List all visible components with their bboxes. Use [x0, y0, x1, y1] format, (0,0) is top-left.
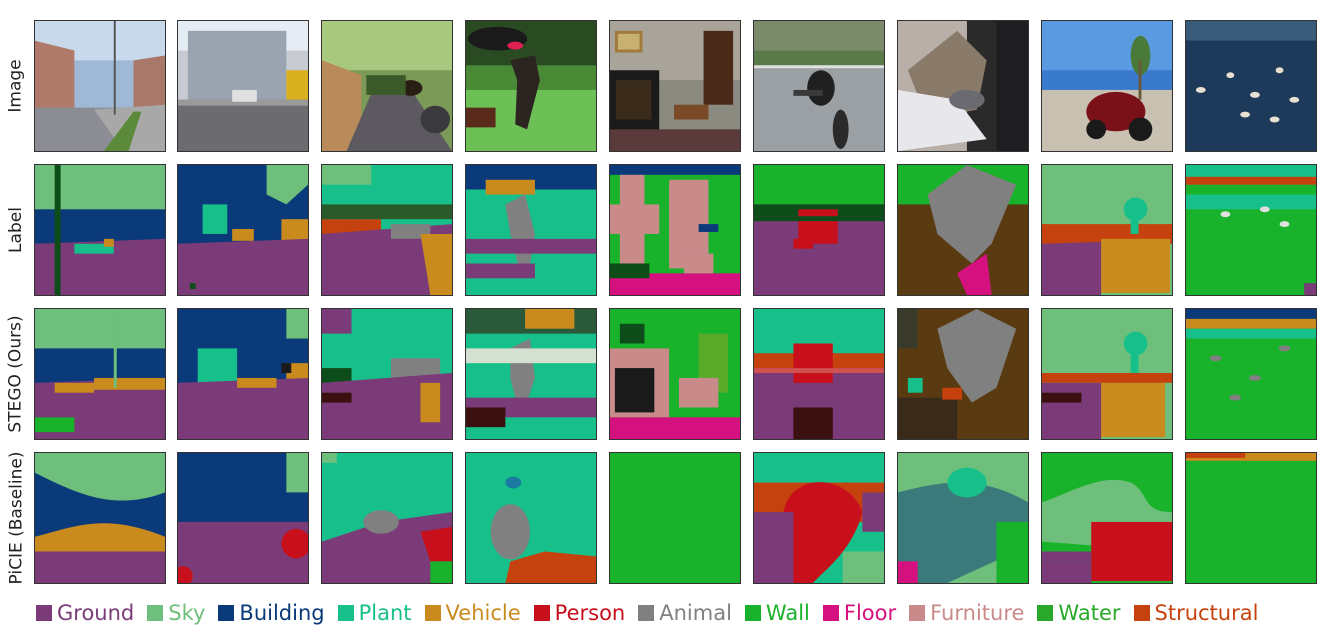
label-tile-4 — [465, 164, 597, 296]
image-tile-4 — [465, 20, 597, 152]
legend-item-animal: Animal — [638, 601, 732, 625]
row-label-stego: STEGO (Ours) — [6, 315, 27, 433]
label-tile-2 — [177, 164, 309, 296]
legend-swatch — [36, 605, 52, 621]
legend-swatch — [337, 605, 354, 621]
row-label-label: Label — [6, 207, 26, 253]
label-tile-6 — [753, 164, 885, 296]
picie-tile-3 — [321, 452, 453, 584]
image-tile-3 — [321, 20, 453, 152]
stego-tile-6 — [753, 308, 885, 440]
image-tile-2 — [177, 20, 309, 152]
stego-tile-7 — [897, 308, 1029, 440]
stego-tile-1 — [34, 308, 166, 440]
label-tile-7 — [897, 164, 1029, 296]
legend-item-ground: Ground — [36, 601, 134, 625]
legend-label: Ground — [57, 601, 135, 625]
legend-swatch — [909, 605, 926, 621]
legend-swatch — [744, 605, 761, 621]
stego-tile-8 — [1041, 308, 1173, 440]
label-tile-9 — [1185, 164, 1317, 296]
legend-item-water: Water — [1037, 601, 1121, 625]
legend-label: Water — [1058, 601, 1121, 625]
legend-swatch — [424, 605, 441, 621]
picie-tile-5 — [609, 452, 741, 584]
row-label-picie: PiCIE (Baseline) — [6, 451, 27, 585]
legend-swatch — [1133, 605, 1150, 621]
image-tile-7 — [897, 20, 1029, 152]
legend-swatch — [147, 605, 164, 621]
stego-tile-9 — [1185, 308, 1317, 440]
image-tile-8 — [1041, 20, 1173, 152]
legend: Ground Sky Building Plant Vehicle Person… — [36, 596, 1271, 630]
stego-tile-5 — [609, 308, 741, 440]
legend-item-wall: Wall — [744, 601, 810, 625]
legend-label: Floor — [843, 601, 897, 625]
legend-label: Vehicle — [445, 601, 521, 625]
stego-tile-2 — [177, 308, 309, 440]
legend-item-plant: Plant — [337, 601, 412, 625]
image-tile-9 — [1185, 20, 1317, 152]
legend-item-sky: Sky — [147, 601, 205, 625]
legend-label: Plant — [358, 601, 412, 625]
legend-label: Building — [239, 601, 325, 625]
legend-item-vehicle: Vehicle — [424, 601, 521, 625]
stego-tile-3 — [321, 308, 453, 440]
legend-label: Animal — [659, 601, 732, 625]
legend-swatch — [218, 605, 235, 621]
legend-label: Structural — [1154, 601, 1259, 625]
image-tile-5 — [609, 20, 741, 152]
label-tile-3 — [321, 164, 453, 296]
legend-label: Person — [554, 601, 626, 625]
picie-tile-8 — [1041, 452, 1173, 584]
stego-tile-4 — [465, 308, 597, 440]
label-tile-1 — [34, 164, 166, 296]
legend-swatch — [822, 605, 839, 621]
legend-label: Sky — [168, 601, 206, 625]
label-tile-8 — [1041, 164, 1173, 296]
picie-tile-2 — [177, 452, 309, 584]
image-tile-6 — [753, 20, 885, 152]
image-tile-1 — [34, 20, 166, 152]
legend-swatch — [638, 605, 655, 621]
picie-tile-9 — [1185, 452, 1317, 584]
legend-item-floor: Floor — [822, 601, 897, 625]
legend-label: Wall — [765, 601, 810, 625]
picie-tile-6 — [753, 452, 885, 584]
legend-item-furniture: Furniture — [909, 601, 1024, 625]
legend-item-building: Building — [218, 601, 325, 625]
label-tile-5 — [609, 164, 741, 296]
legend-label: Furniture — [930, 601, 1025, 625]
legend-swatch — [533, 605, 550, 621]
picie-tile-7 — [897, 452, 1029, 584]
picie-tile-4 — [465, 452, 597, 584]
picie-tile-1 — [34, 452, 166, 584]
row-label-image: Image — [6, 59, 26, 113]
legend-item-person: Person — [533, 601, 626, 625]
legend-item-structural: Structural — [1133, 601, 1259, 625]
legend-swatch — [1037, 605, 1054, 621]
